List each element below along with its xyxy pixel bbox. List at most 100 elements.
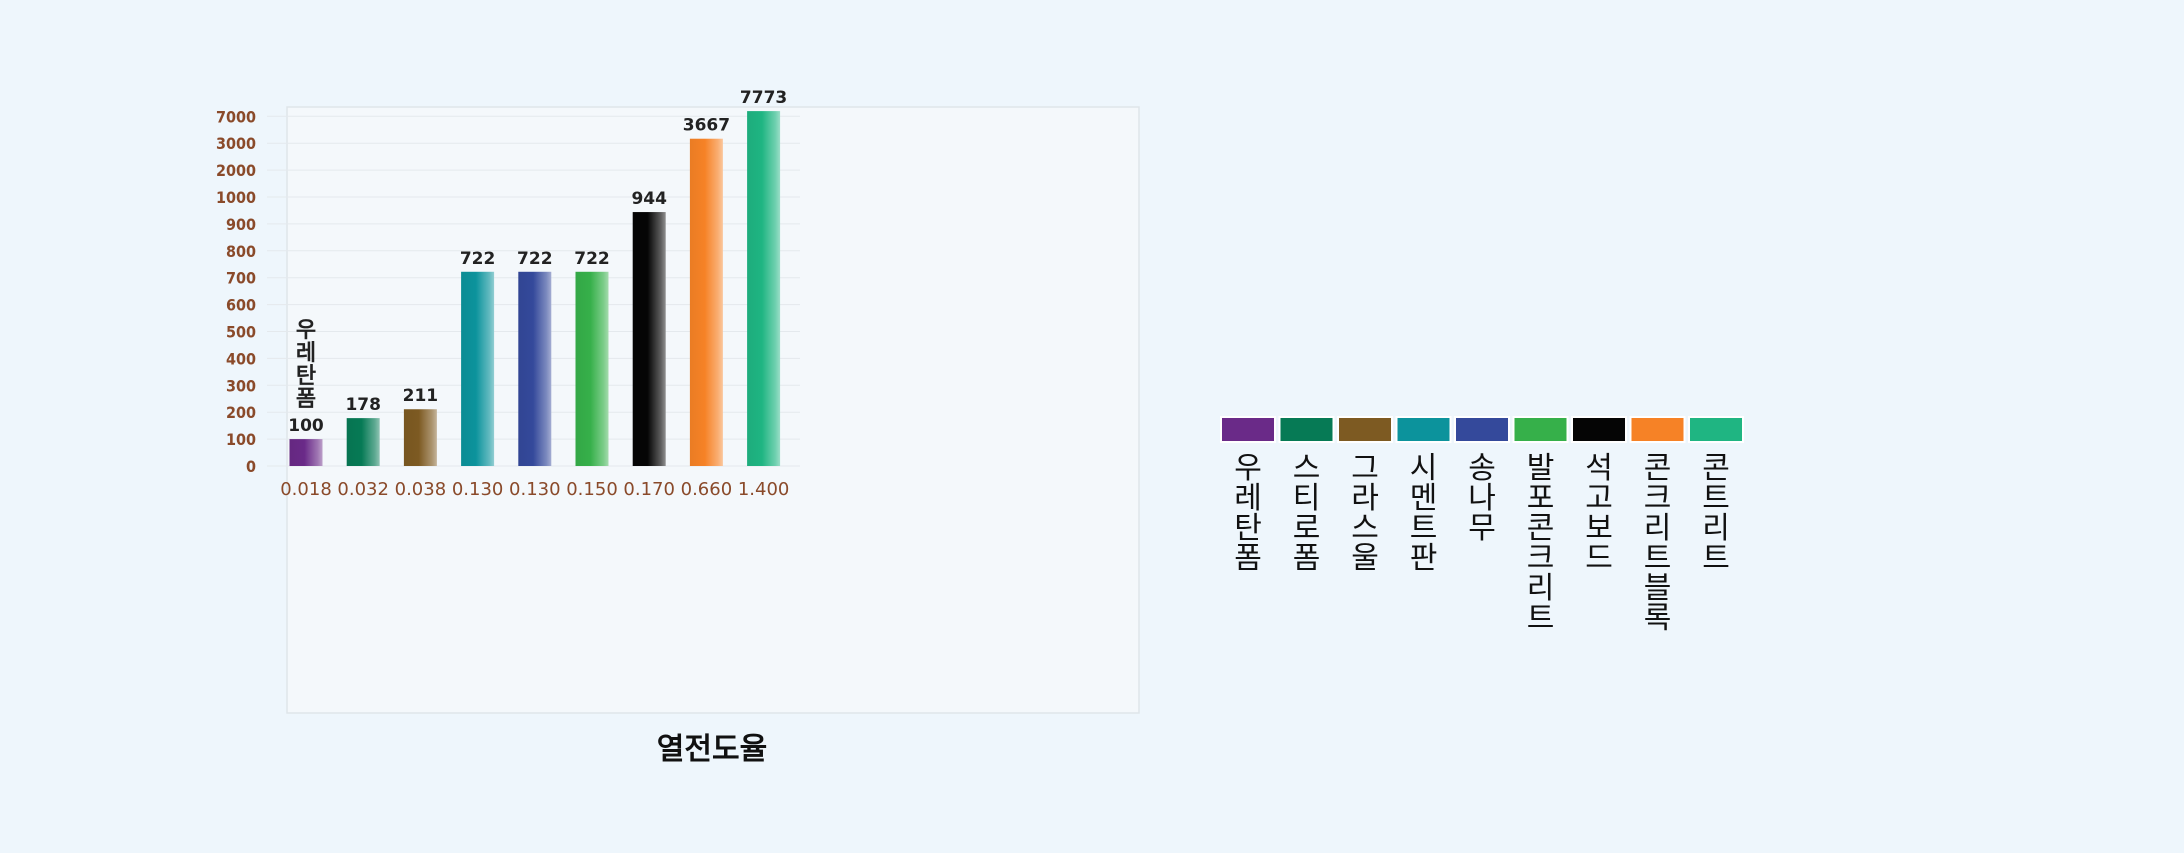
legend-label-char: 포 [1527,481,1555,516]
y-tick-label: 800 [226,242,256,261]
data-label: 100 [288,416,324,436]
legend-swatch [1571,416,1627,443]
legend-label-char: 나 [1468,481,1496,516]
legend-label-char: 보 [1585,511,1613,546]
bar-annotation-char: 우 [296,318,316,343]
y-tick-label: 500 [226,323,256,342]
x-axis-ticks: 0.018 0.032 0.038 0.130 0.130 0.150 0.170 0.660… [280,479,789,500]
legend-label-char: 탄 [1234,511,1262,546]
bar [747,111,781,467]
data-label: 3667 [683,116,730,136]
legend-swatch [1278,416,1335,443]
x-tick-label: 0.130 [509,479,561,500]
data-label: 722 [460,249,496,269]
legend-label-char: 트 [1702,481,1730,516]
bar [632,212,666,466]
y-tick-label: 900 [226,215,256,234]
legend-swatch [1220,416,1276,443]
legend-label-char: 석 [1585,451,1613,486]
legend-label-char: 스 [1293,451,1321,486]
x-tick-label: 0.038 [395,479,447,500]
legend-label-char: 콘 [1527,511,1555,546]
legend-label-char: 스 [1351,511,1379,546]
legend-label-char: 시 [1410,451,1438,486]
legend-label-char: 크 [1644,481,1672,516]
legend-label-char: 우 [1234,451,1262,486]
y-tick-label: 200 [226,403,256,422]
legend-label-char: 울 [1351,541,1379,576]
bar-annotation-char: 레 [296,341,316,366]
data-label: 178 [345,395,381,415]
legend-label-char: 레 [1234,481,1262,516]
legend-label-char: 멘 [1410,481,1438,516]
data-label: 211 [403,386,439,406]
data-label: 944 [631,189,667,209]
legend-label-char: 폼 [1234,541,1262,576]
legend-label-char: 리 [1702,511,1730,546]
bar [575,271,609,466]
legend-swatch [1512,416,1569,443]
x-axis-title: 열전도율 [657,732,767,767]
x-tick-label: 0.170 [623,479,675,500]
data-label: 722 [517,249,553,269]
bar [403,409,437,466]
legend-label-char: 리 [1527,571,1555,606]
legend-label-char: 크 [1527,541,1555,576]
x-tick-label: 0.130 [452,479,504,500]
legend-label-char: 라 [1351,481,1379,516]
legend-swatch [1688,416,1744,443]
legend-label-char: 트 [1702,541,1730,576]
y-tick-label: 100 [226,430,256,449]
bar [346,418,380,466]
legend-swatch [1629,416,1686,443]
legend-label-char: 콘 [1644,451,1672,486]
legend-label-char: 트 [1410,511,1438,546]
legend-swatch [1337,416,1393,443]
legend-swatch [1395,416,1452,443]
x-tick-label: 0.660 [681,479,733,500]
legend-label-char: 티 [1293,481,1321,516]
y-tick-label: 400 [226,349,256,368]
bar-annotation-char: 폼 [296,387,316,412]
legend-label-char: 판 [1410,541,1438,576]
legend-swatch [1454,416,1510,443]
legend-label-char: 드 [1585,541,1613,576]
legend-label-char: 트 [1644,541,1672,576]
legend-label-char: 리 [1644,511,1672,546]
bar [289,439,323,466]
x-tick-label: 0.150 [566,479,618,500]
y-tick-label: 2000 [216,161,256,180]
legend-label-char: 무 [1468,511,1496,546]
y-tick-label: 7000 [216,107,256,126]
legend-label-char: 로 [1293,511,1321,546]
y-tick-label: 0 [246,457,256,476]
bar [518,271,552,466]
legend-label-char: 발 [1527,451,1555,486]
y-tick-label: 600 [226,296,256,315]
data-label: 7773 [740,88,787,108]
legend-label-char: 그 [1351,451,1379,486]
x-tick-label: 0.018 [280,479,332,500]
y-tick-label: 3000 [216,134,256,153]
x-tick-label: 1.400 [738,479,790,500]
legend-label-char: 록 [1644,601,1672,636]
bar [461,271,495,466]
legend-label-char: 폼 [1293,541,1321,576]
bars [289,111,781,467]
data-label: 722 [574,249,610,269]
bar [689,138,723,467]
x-tick-label: 0.032 [337,479,389,500]
legend-label-char: 송 [1468,451,1496,486]
y-axis-ticks: 0 100 200 300 400 500 600 700 800 900 1000 2000 3000… [216,107,256,476]
legend-label-char: 트 [1527,601,1555,636]
y-tick-label: 300 [226,376,256,395]
legend-label-char: 콘 [1702,451,1730,486]
y-tick-label: 700 [226,269,256,288]
y-tick-label: 1000 [216,188,256,207]
legend-label-char: 고 [1585,481,1613,516]
legend-label-char: 블 [1644,571,1672,606]
bar-annotation-char: 탄 [296,364,316,389]
